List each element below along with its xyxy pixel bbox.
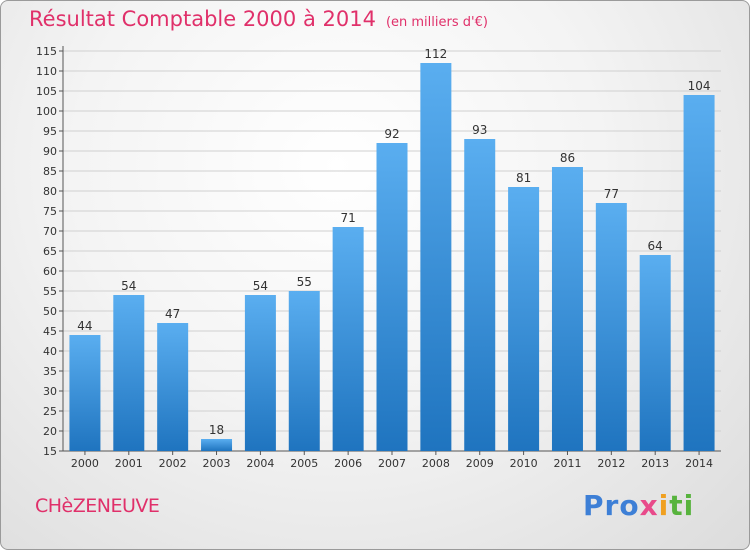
y-tick-label: 55 [43, 285, 57, 298]
x-tick-label-2009: 2009 [466, 457, 494, 470]
data-label-2004: 54 [253, 279, 268, 293]
y-tick-label: 70 [43, 225, 57, 238]
y-tick-label: 50 [43, 305, 57, 318]
x-tick-label-2006: 2006 [334, 457, 362, 470]
bar-2009[interactable] [464, 139, 496, 451]
logo-part-1: Pro [583, 489, 640, 522]
x-tick-labels: 2000 2001 2002 2003 2004 2005 2006 2007 2008 2009… [71, 457, 713, 470]
x-tick-label-2013: 2013 [641, 457, 669, 470]
x-tick-label-2001: 2001 [115, 457, 143, 470]
x-tick-label-2011: 2011 [553, 457, 581, 470]
bar-2002[interactable] [157, 323, 189, 451]
y-tick-label: 35 [43, 365, 57, 378]
logo-part-3: i [658, 489, 670, 522]
x-tick-label-2004: 2004 [246, 457, 274, 470]
bar-2006[interactable] [332, 227, 364, 451]
bar-2011[interactable] [551, 167, 583, 451]
x-tick-label-2010: 2010 [510, 457, 538, 470]
y-tick-label: 25 [43, 405, 57, 418]
proxiti-logo[interactable]: Proxiti [583, 489, 694, 522]
data-labels: 44 54 47 18 54 55 71 92 112 93 81 86 77 64 104 [77, 47, 710, 437]
data-label-2006: 71 [340, 211, 355, 225]
bars [69, 63, 715, 451]
chart-title: Résultat Comptable 2000 à 2014 (en millie… [29, 7, 488, 31]
logo-part-2: x [639, 489, 659, 522]
y-tick-label: 60 [43, 265, 57, 278]
y-tick-label: 105 [36, 85, 57, 98]
y-tick-label: 65 [43, 245, 57, 258]
data-label-2008: 112 [424, 47, 447, 61]
y-tick-label: 85 [43, 165, 57, 178]
bar-2000[interactable] [69, 335, 101, 451]
logo-part-4: ti [669, 489, 695, 522]
y-tick-label: 115 [36, 45, 57, 58]
x-tick-label-2014: 2014 [685, 457, 713, 470]
data-label-2014: 104 [688, 79, 711, 93]
x-tick-label-2007: 2007 [378, 457, 406, 470]
bar-2003[interactable] [201, 439, 233, 451]
y-tick-labels: 15 20 25 30 35 40 45 50 55 60 65 70 75 80 85 90 95 100 105… [36, 45, 57, 458]
y-tick-label: 75 [43, 205, 57, 218]
bar-2007[interactable] [376, 143, 408, 451]
data-label-2013: 64 [648, 239, 663, 253]
data-label-2011: 86 [560, 151, 575, 165]
y-tick-label: 100 [36, 105, 57, 118]
data-label-2007: 92 [384, 127, 399, 141]
y-tick-label: 30 [43, 385, 57, 398]
data-label-2002: 47 [165, 307, 180, 321]
bar-2013[interactable] [639, 255, 671, 451]
data-label-2001: 54 [121, 279, 136, 293]
y-tick-label: 45 [43, 325, 57, 338]
x-tick-label-2002: 2002 [159, 457, 187, 470]
x-tick-label-2003: 2003 [203, 457, 231, 470]
bar-2005[interactable] [288, 291, 320, 451]
bar-2001[interactable] [113, 295, 145, 451]
data-label-2003: 18 [209, 423, 224, 437]
y-tick-label: 40 [43, 345, 57, 358]
data-label-2005: 55 [297, 275, 312, 289]
data-label-2000: 44 [77, 319, 92, 333]
data-label-2010: 81 [516, 171, 531, 185]
y-tick-label: 80 [43, 185, 57, 198]
bar-2014[interactable] [683, 95, 715, 451]
y-tick-label: 20 [43, 425, 57, 438]
bar-2008[interactable] [420, 63, 452, 451]
x-tick-label-2000: 2000 [71, 457, 99, 470]
bar-2012[interactable] [595, 203, 627, 451]
chart-subtitle: (en milliers d'€) [385, 15, 488, 30]
x-tick-label-2012: 2012 [597, 457, 625, 470]
x-tick-label-2008: 2008 [422, 457, 450, 470]
chart-title-text: Résultat Comptable 2000 à 2014 [29, 7, 376, 31]
data-label-2009: 93 [472, 123, 487, 137]
x-tick-label-2005: 2005 [290, 457, 318, 470]
bar-2004[interactable] [244, 295, 276, 451]
bar-2010[interactable] [508, 187, 540, 451]
y-tick-label: 95 [43, 125, 57, 138]
town-name: CHèZENEUVE [35, 495, 160, 517]
y-tick-label: 15 [43, 445, 57, 458]
data-label-2012: 77 [604, 187, 619, 201]
y-tick-label: 90 [43, 145, 57, 158]
y-tick-label: 110 [36, 65, 57, 78]
